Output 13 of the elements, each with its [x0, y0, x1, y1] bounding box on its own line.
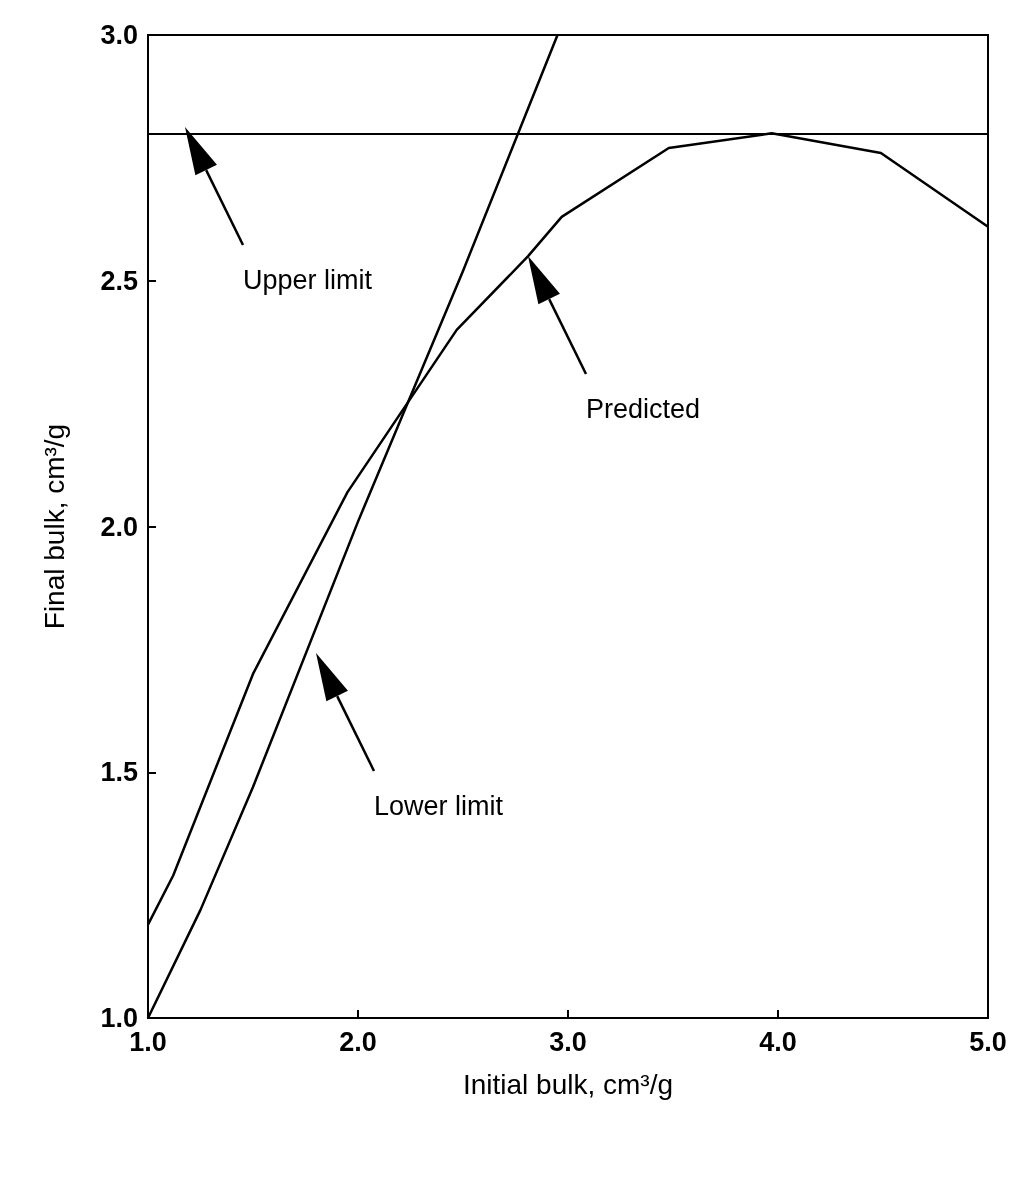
annotation: Upper limit — [243, 265, 373, 296]
y-axis-title: Final bulk, cm³/g — [38, 423, 70, 630]
x-tick-label: 4.0 — [759, 1026, 797, 1057]
x-tick-label: 3.0 — [549, 1026, 587, 1057]
x-tick-label: 2.0 — [339, 1026, 377, 1057]
y-tick-label: 1.5 — [100, 757, 138, 788]
y-tick-label: 3.0 — [100, 20, 138, 50]
x-tick-label: 5.0 — [969, 1026, 1007, 1057]
annotation: Lower limit — [374, 791, 504, 822]
annotation: Predicted — [586, 394, 701, 425]
y-tick-label: 2.5 — [100, 265, 138, 296]
x-axis-title: Initial bulk, cm³/g — [462, 1068, 674, 1100]
y-tick-label: 2.0 — [100, 511, 138, 542]
